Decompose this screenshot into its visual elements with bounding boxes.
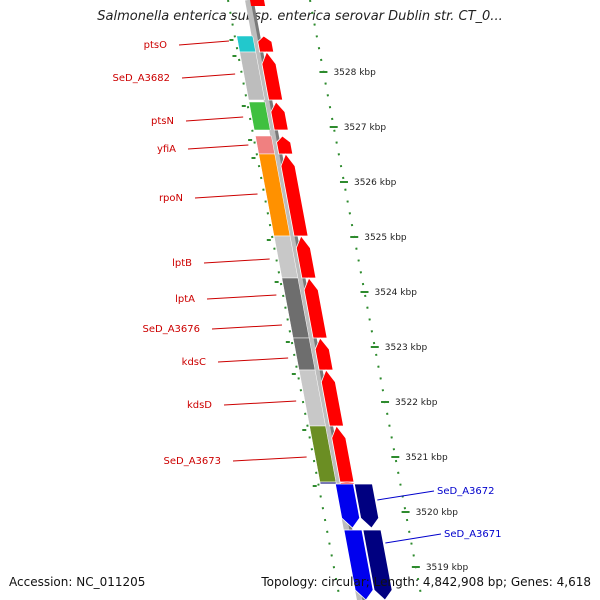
gene-labels: ptsO SeD_A3682 ptsN yfiA rpoN lptB lptA SeD_A36…	[113, 39, 317, 487]
gene-label-rpoN[interactable]: rpoN	[159, 193, 183, 204]
gene-label-lptA[interactable]: lptA	[175, 294, 195, 305]
gene-arrow-SeD_A3682[interactable]	[261, 51, 284, 101]
scale-tick-label: 3523 kbp	[385, 343, 428, 353]
gene-label-ptsO[interactable]: ptsO	[144, 40, 167, 51]
gene-arrow-SeD_A3672[interactable]	[334, 483, 361, 529]
gene-label-SeD_A3672[interactable]: SeD_A3672	[437, 486, 495, 497]
gene-leader-line	[211, 324, 283, 330]
gene-label-kdsD[interactable]: kdsD	[187, 400, 212, 411]
gene-label-SeD_A3682[interactable]: SeD_A3682	[113, 73, 171, 84]
reverse-strand-genes: SeD_A3672 SeD_A3671	[334, 483, 502, 600]
cog-track	[236, 35, 337, 485]
scale-tick-label: 3526 kbp	[354, 178, 397, 188]
scale-tick-label: 3521 kbp	[405, 453, 448, 463]
cog-box	[239, 51, 265, 101]
scale-tick-label: 3527 kbp	[344, 123, 387, 133]
gene-arrow-SeD_A3676[interactable]	[314, 337, 334, 371]
gene-leader-line	[232, 456, 307, 462]
scale-tick-label: 3525 kbp	[364, 233, 407, 243]
gene-label-yfiA[interactable]: yfiA	[157, 144, 176, 155]
gene-leader-line	[223, 400, 297, 406]
gene-leader-line	[385, 533, 442, 544]
gene-arrow-ptsN[interactable]	[270, 101, 289, 131]
cog-box	[236, 35, 257, 53]
gene-leader-line	[185, 116, 244, 122]
gene-leader-line	[203, 258, 270, 264]
gene-leader-line	[206, 294, 277, 300]
scale-tick-label: 3528 kbp	[333, 68, 376, 78]
gene-arrow-SeD_A3671[interactable]	[343, 529, 374, 600]
scale-tick-label: 3524 kbp	[375, 288, 418, 298]
map-title: Salmonella enterica subsp. enterica sero…	[97, 9, 503, 24]
forward-strand-genes	[250, 0, 355, 485]
scale-tick-label: 3519 kbp	[426, 563, 469, 573]
inner-scale-arc	[227, 0, 341, 600]
cog-box	[248, 101, 271, 131]
gene-leader-line	[217, 357, 289, 363]
gene-label-SeD_A3676[interactable]: SeD_A3676	[143, 324, 201, 335]
accession-text: Accession: NC_011205	[9, 575, 146, 589]
scale-ticks: 3528 kbp 3527 kbp 3526 kbp 3525 kbp 3524 kbp…	[319, 68, 469, 573]
gene-leader-line	[178, 40, 229, 46]
scale-tick-label: 3522 kbp	[395, 398, 438, 408]
gene-arrow-partial	[250, 0, 266, 6]
gene-leader-line	[377, 490, 435, 501]
gene-label-kdsC[interactable]: kdsC	[182, 357, 206, 368]
gene-label-SeD_A3673[interactable]: SeD_A3673	[164, 456, 222, 467]
gene-label-ptsN[interactable]: ptsN	[151, 116, 174, 127]
gene-label-SeD_A3671[interactable]: SeD_A3671	[444, 529, 502, 540]
gene-label-lptB[interactable]: lptB	[172, 258, 192, 269]
cog-box	[255, 135, 276, 155]
genome-summary-text: Topology: circular; Length: 4,842,908 bp…	[261, 575, 591, 589]
scale-tick-label: 3520 kbp	[416, 508, 459, 518]
gene-cog-SeD_A3671[interactable]	[362, 529, 393, 600]
gene-leader-line	[187, 144, 249, 150]
cog-box	[319, 481, 337, 485]
gene-leader-line	[194, 193, 258, 199]
gene-cog-SeD_A3672[interactable]	[353, 483, 380, 529]
gene-leader-line	[181, 73, 236, 79]
